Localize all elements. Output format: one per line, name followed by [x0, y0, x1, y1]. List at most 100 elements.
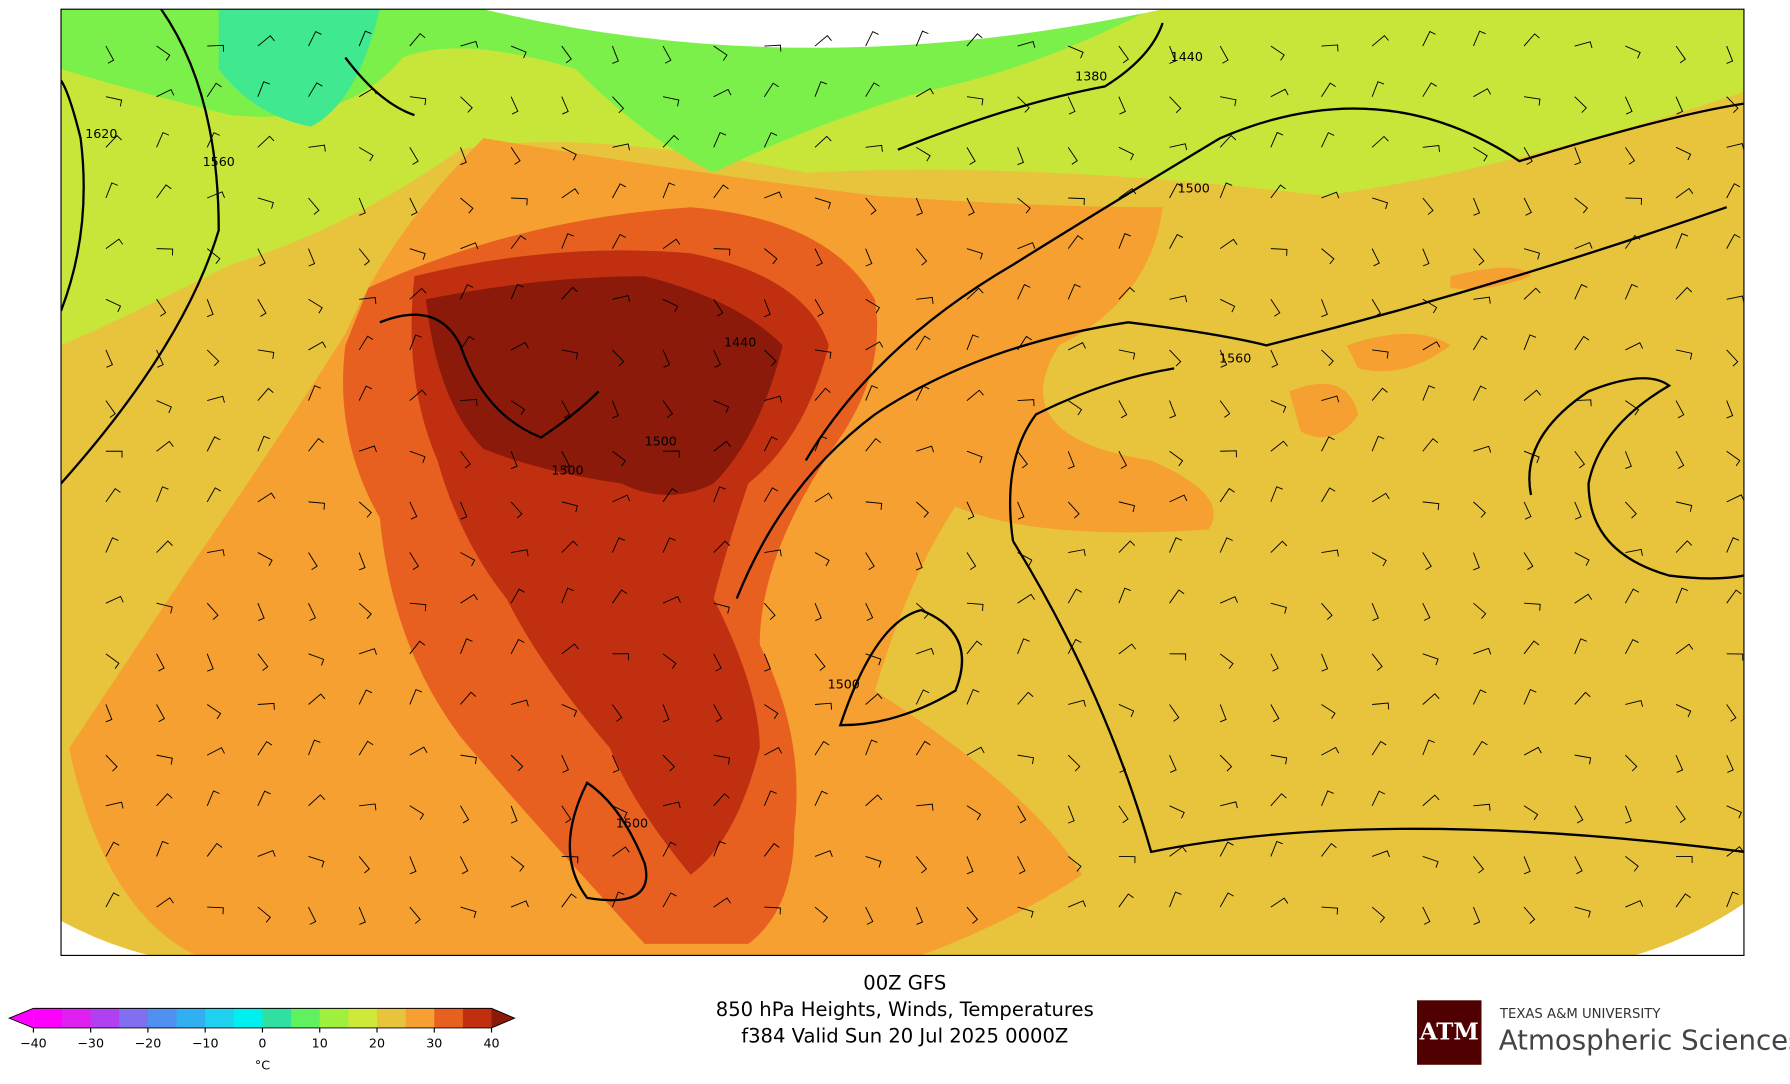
wind-barb — [611, 233, 626, 249]
wind-barb — [1270, 45, 1285, 61]
wind-barb — [561, 893, 577, 908]
height-contour — [1528, 377, 1744, 580]
wind-barb — [1017, 284, 1031, 300]
wind-barb — [308, 82, 323, 97]
wind-barb — [612, 846, 630, 857]
map: 1620 1560 1440 1380 1500 1440 1560 1500 1500 1500… — [61, 9, 1744, 956]
wind-barb — [611, 754, 620, 773]
wind-barb — [308, 653, 325, 666]
wind-barb — [1321, 191, 1340, 199]
wind-barb — [1118, 587, 1131, 604]
wind-barb — [1017, 856, 1026, 875]
wind-barb — [511, 197, 528, 206]
wind-barb — [966, 96, 984, 106]
wind-barb — [1625, 45, 1641, 59]
wind-barb — [1169, 805, 1185, 819]
wind-barb — [1169, 653, 1187, 661]
wind-barb — [1523, 33, 1540, 47]
wind-barb — [966, 805, 982, 821]
wind-barb — [460, 501, 468, 520]
wind-barb — [1321, 487, 1336, 503]
wind-barb — [1473, 689, 1487, 705]
wind-barb — [713, 540, 731, 553]
colorbar-segment — [205, 1008, 235, 1028]
wind-barb — [156, 184, 172, 199]
wind-barb — [713, 840, 726, 857]
wind-barb — [663, 450, 680, 458]
wind-barb — [561, 587, 574, 604]
wind-barb — [510, 699, 529, 707]
colorbar-segment — [176, 1008, 206, 1028]
wind-barb — [1321, 248, 1335, 265]
wind-barb — [1169, 45, 1177, 64]
wind-barb — [1523, 147, 1533, 165]
wind-barb — [713, 349, 721, 368]
wind-barb — [510, 400, 526, 416]
wind-barb — [409, 746, 428, 756]
wind-barb — [257, 790, 271, 806]
wind-barb — [1321, 132, 1335, 148]
wind-barb — [460, 805, 470, 824]
wind-barb — [257, 299, 267, 317]
wind-barb — [764, 191, 783, 199]
wind-barb — [1068, 197, 1085, 206]
wind-barb — [1118, 451, 1128, 469]
wind-barb — [1017, 242, 1036, 250]
wind-barb — [1321, 704, 1336, 719]
wind-barb — [510, 235, 527, 249]
wind-barb — [1270, 754, 1288, 765]
wind-barb — [764, 349, 777, 367]
wind-barb — [206, 704, 222, 720]
logo-university: TEXAS A&M UNIVERSITY — [1499, 1007, 1661, 1022]
wind-barb — [1219, 45, 1229, 64]
wind-barb — [308, 501, 326, 510]
height-contour — [735, 206, 1728, 600]
wind-barb — [1473, 856, 1485, 874]
colorbar-segment — [462, 1008, 493, 1028]
wind-barb — [1523, 334, 1537, 351]
wind-barb — [1017, 147, 1025, 166]
wind-barb — [1067, 235, 1084, 249]
wind-barb — [1624, 638, 1639, 655]
wind-barb — [1422, 248, 1430, 267]
wind-barb — [966, 906, 979, 924]
wind-barb — [1017, 96, 1030, 113]
wind-barb — [763, 132, 778, 148]
wind-barb — [1017, 754, 1035, 765]
wind-barb — [156, 653, 165, 672]
wind-barb — [1371, 906, 1386, 923]
wind-barb — [1118, 96, 1126, 115]
contour-label: 1500 — [616, 816, 648, 831]
wind-barb — [662, 487, 678, 503]
wind-barb — [865, 385, 878, 401]
wind-barb — [713, 704, 723, 723]
wind-barb — [763, 487, 779, 503]
wind-barb — [156, 88, 175, 98]
wind-barb — [1726, 704, 1737, 722]
wind-barb — [1321, 44, 1339, 52]
wind-barb — [206, 436, 221, 452]
wind-barb — [1220, 96, 1237, 107]
wind-barb — [1574, 241, 1593, 250]
wind-barb — [409, 552, 420, 570]
wind-barb — [358, 197, 366, 216]
wind-barb — [1321, 746, 1340, 756]
wind-barb — [257, 603, 265, 621]
wind-barb — [814, 387, 831, 401]
wind-barb — [358, 248, 370, 266]
wind-barb — [1574, 96, 1587, 113]
wind-barb — [662, 537, 676, 553]
contour-label: 1380 — [1075, 69, 1107, 84]
contour-label: 1620 — [85, 126, 117, 141]
wind-barb — [1371, 552, 1387, 567]
wind-barb — [1473, 602, 1487, 619]
wind-barb — [105, 135, 123, 148]
wind-barb — [460, 754, 477, 764]
wind-barb — [1523, 389, 1541, 401]
wind-barb — [105, 182, 119, 199]
wind-barb — [359, 648, 377, 655]
colorbar: −40 −30 −20 −10 0 10 20 30 40 °C — [7, 1007, 516, 1072]
wind-barb — [1473, 335, 1488, 351]
wind-barb — [662, 704, 670, 723]
wind-barb — [308, 298, 323, 314]
